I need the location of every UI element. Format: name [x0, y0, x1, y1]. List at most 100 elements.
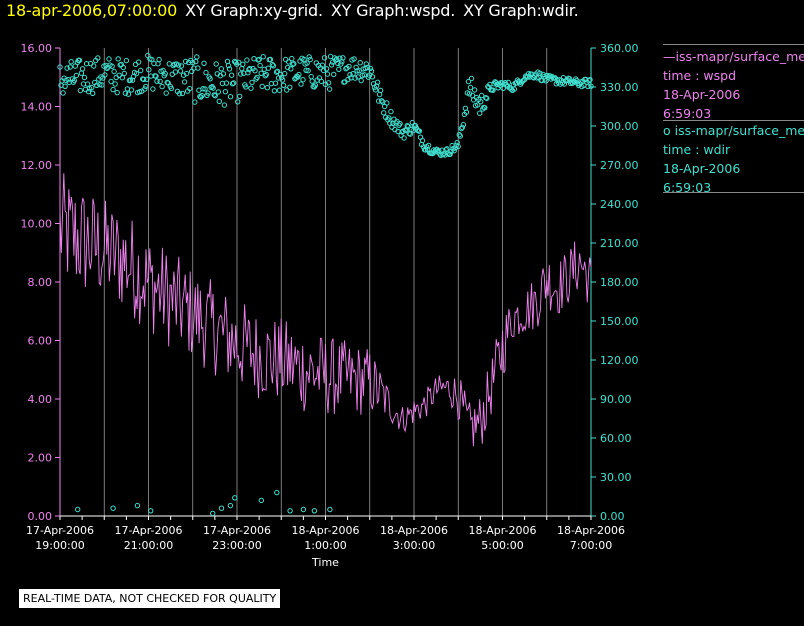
- wdir-point: [478, 99, 484, 105]
- wdir-point: [252, 68, 258, 74]
- wdir-point: [331, 71, 337, 78]
- wdir-point: [245, 70, 251, 76]
- wdir-point: [78, 70, 85, 76]
- wdir-point: [106, 56, 112, 62]
- wdir-point: [379, 98, 385, 104]
- wdir-point: [272, 80, 279, 86]
- wdir-point: [436, 147, 442, 154]
- wdir-point: [256, 56, 262, 63]
- wdir-point: [397, 121, 403, 127]
- wdir-point: [194, 54, 200, 60]
- wdir-point: [309, 78, 315, 84]
- wdir-point: [195, 65, 201, 71]
- wdir-point: [192, 99, 198, 105]
- wdir-point: [201, 60, 207, 66]
- wdir-point: [247, 65, 253, 72]
- wdir-point: [262, 73, 268, 79]
- wdir-point: [403, 127, 409, 134]
- wdir-point: [108, 78, 114, 85]
- wdir-point: [384, 100, 390, 106]
- wdir-point: [203, 69, 209, 76]
- wdir-point: [525, 74, 531, 80]
- wdir-point: [291, 61, 297, 67]
- wdir-point: [138, 67, 144, 74]
- wdir-point: [200, 86, 206, 92]
- wdir-point: [157, 78, 163, 85]
- wdir-point: [181, 79, 188, 85]
- wdir-point: [81, 74, 88, 81]
- wdir-point: [353, 64, 359, 71]
- legend-wspd: —iss-mapr/surface_met time : wspd 18-Apr…: [663, 47, 804, 123]
- wdir-point: [120, 64, 127, 71]
- wdir-point: [273, 69, 280, 75]
- wdir-point: [187, 85, 193, 92]
- wdir-point: [386, 115, 392, 121]
- right-tick-label: 30.00: [600, 471, 632, 484]
- wdir-point: [271, 88, 278, 94]
- wdir-point: [141, 76, 147, 83]
- wdir-point: [296, 71, 302, 78]
- wdir-point: [321, 55, 328, 61]
- wdir-point: [183, 70, 190, 77]
- wdir-point: [274, 489, 280, 496]
- legend-wspd-date: 18-Apr-2006: [663, 87, 741, 102]
- wdir-point: [479, 92, 485, 99]
- wdir-point: [199, 92, 205, 99]
- wdir-point: [289, 55, 295, 62]
- wdir-point: [511, 86, 518, 92]
- wdir-point: [257, 62, 263, 69]
- wdir-point: [163, 90, 169, 96]
- wdir-point: [484, 95, 490, 102]
- wdir-point: [179, 90, 186, 97]
- wdir-point: [457, 133, 463, 139]
- wdir-point: [405, 123, 411, 130]
- legend-wdir-time: 6:59:03: [663, 180, 712, 195]
- wdir-point: [190, 59, 196, 66]
- wdir-point: [144, 76, 150, 83]
- wdir-point: [236, 59, 242, 65]
- wdir-point: [115, 56, 121, 62]
- left-tick-label: 0.00: [28, 510, 53, 523]
- wdir-point: [377, 87, 384, 94]
- wdir-point: [207, 76, 213, 82]
- wdir-point: [112, 81, 118, 87]
- wdir-point: [300, 77, 306, 83]
- wdir-point: [254, 74, 260, 81]
- wdir-point: [263, 71, 269, 78]
- series-wdir: [57, 52, 594, 517]
- wdir-point: [452, 145, 458, 151]
- wdir-point: [459, 124, 465, 131]
- wdir-point: [134, 502, 141, 509]
- wdir-point: [308, 73, 314, 80]
- wdir-point: [352, 75, 358, 81]
- wdir-point: [358, 77, 364, 84]
- wdir-point: [110, 86, 116, 93]
- wdir-point: [346, 63, 352, 70]
- wdir-point: [534, 75, 540, 81]
- right-tick-label: 210.00: [600, 237, 639, 250]
- legend-wdir-var: time : wdir: [663, 142, 731, 157]
- wdir-point: [170, 62, 177, 69]
- wdir-point: [416, 128, 423, 134]
- wdir-point: [298, 81, 304, 87]
- wdir-point: [213, 61, 219, 67]
- wdir-point: [388, 108, 394, 115]
- wdir-point: [284, 87, 290, 93]
- wdir-point: [422, 147, 429, 153]
- wdir-point: [278, 74, 285, 81]
- wdir-point: [177, 68, 184, 74]
- wdir-point: [225, 62, 232, 69]
- wdir-point: [283, 56, 289, 63]
- right-tick-label: 0.00: [600, 510, 625, 523]
- wdir-point: [133, 70, 140, 77]
- left-tick-label: 4.00: [28, 393, 53, 406]
- header-graph-1: XY Graph:xy-grid.: [185, 1, 323, 20]
- wdir-point: [419, 137, 426, 144]
- wdir-point: [258, 497, 264, 504]
- wdir-point: [260, 54, 266, 60]
- wdir-point: [215, 89, 222, 95]
- wdir-point: [526, 71, 532, 77]
- wdir-point: [336, 66, 342, 73]
- wdir-point: [364, 64, 371, 71]
- wdir-point: [537, 70, 543, 77]
